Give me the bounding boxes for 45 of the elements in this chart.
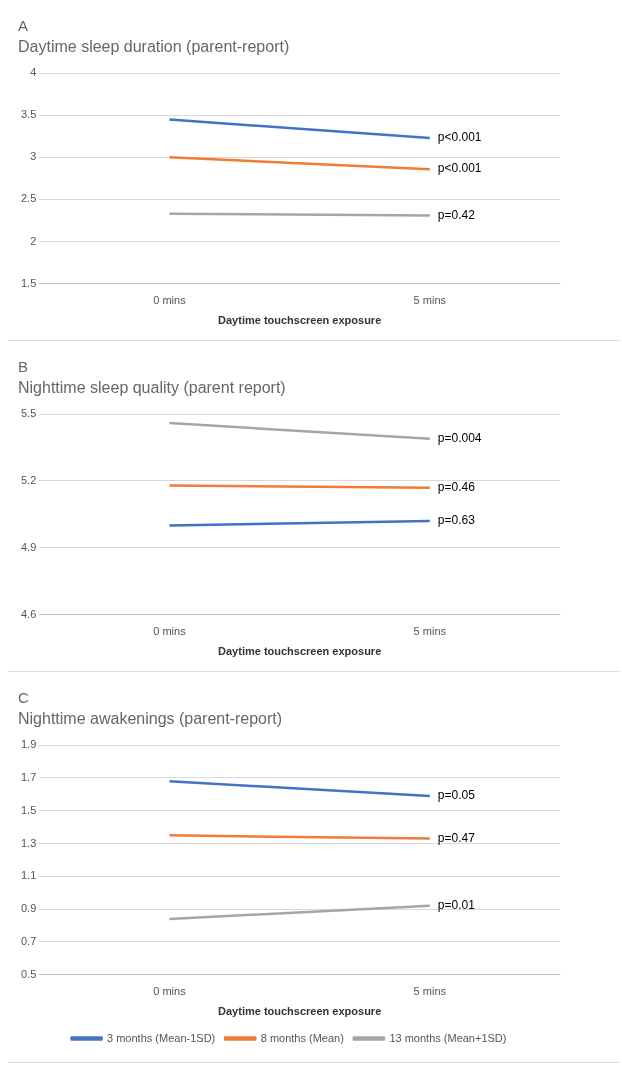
- annotation: p=0.01: [437, 898, 476, 913]
- x-tick-label: 0 mins: [153, 985, 187, 998]
- y-tick-label: 5.5: [20, 407, 37, 420]
- y-tick-label: 4.9: [20, 540, 37, 553]
- chart-subtitle: Daytime sleep duration (parent-report): [18, 38, 290, 56]
- y-tick-label: 1.1: [20, 869, 37, 882]
- annotation: p=0.004: [437, 431, 482, 446]
- annotation: p=0.63: [437, 513, 476, 528]
- y-tick-label: 2.5: [20, 192, 37, 205]
- chart-title: C: [18, 689, 29, 707]
- annotation: p=0.47: [437, 830, 476, 845]
- x-tick-label: 5 mins: [413, 294, 447, 307]
- legend-label: 13 months (Mean+1SD): [389, 1031, 507, 1044]
- y-tick-label: 0.7: [20, 934, 37, 947]
- annotation: p=0.05: [437, 788, 476, 803]
- y-tick-label: 1.5: [20, 803, 37, 816]
- x-tick-label: 5 mins: [413, 985, 447, 998]
- y-tick-label: 3.5: [20, 108, 37, 121]
- annotation: p=0.46: [437, 479, 476, 494]
- y-tick-label: 0.5: [20, 967, 37, 980]
- y-tick-label: 4: [30, 66, 37, 79]
- y-tick-label: 1.7: [20, 771, 37, 783]
- annotation: p=0.42: [437, 207, 476, 222]
- chart-title: A: [18, 17, 29, 35]
- chart-subtitle: Nighttime awakenings (parent-report): [18, 710, 283, 728]
- y-tick-label: 0.9: [20, 902, 37, 915]
- y-tick-label: 1.9: [20, 738, 37, 751]
- legend-label: 3 months (Mean-1SD): [107, 1031, 216, 1044]
- x-axis-title: Daytime touchscreen exposure: [218, 645, 382, 658]
- legend-label: 8 months (Mean): [260, 1031, 344, 1044]
- x-tick-label: 0 mins: [153, 625, 187, 638]
- y-tick-label: 3: [30, 150, 37, 163]
- y-tick-label: 2: [30, 234, 37, 247]
- chart-title: B: [18, 358, 29, 376]
- x-axis-title: Daytime touchscreen exposure: [218, 314, 382, 327]
- x-tick-label: 0 mins: [153, 294, 187, 307]
- y-tick-label: 1.5: [20, 276, 37, 289]
- x-tick-label: 5 mins: [413, 625, 447, 638]
- annotation: p<0.001: [437, 161, 482, 176]
- y-tick-label: 4.6: [20, 607, 37, 620]
- annotation: p<0.001: [437, 130, 482, 145]
- y-tick-label: 1.3: [20, 836, 37, 849]
- chart-subtitle: Nighttime sleep quality (parent report): [18, 379, 286, 397]
- y-tick-label: 5.2: [20, 474, 37, 487]
- x-axis-title: Daytime touchscreen exposure: [218, 1005, 382, 1018]
